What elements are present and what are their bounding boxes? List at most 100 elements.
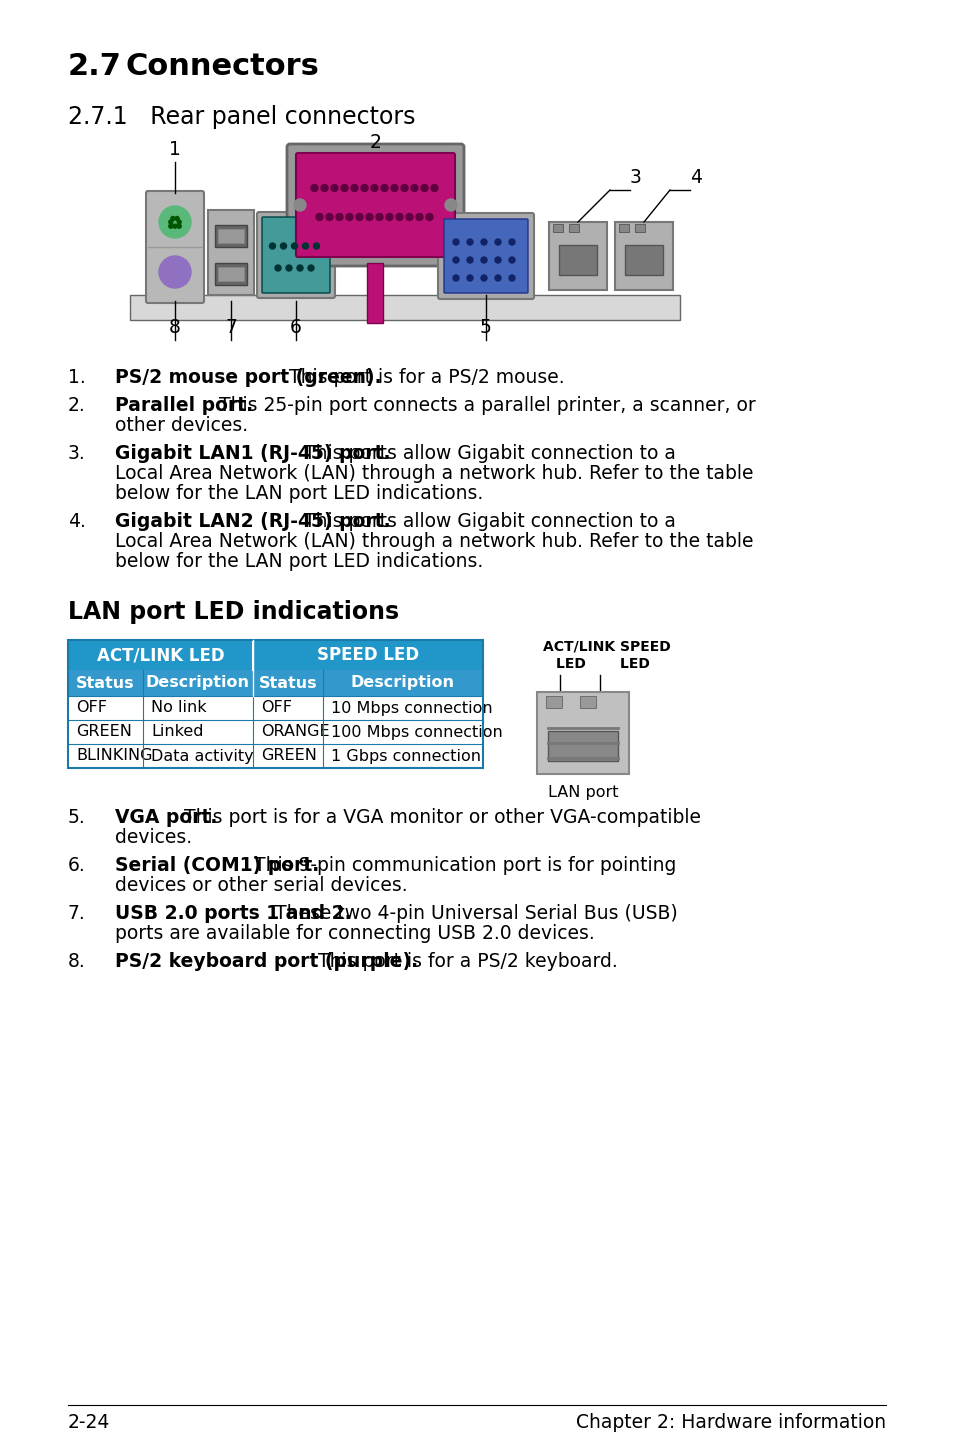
Circle shape (177, 220, 181, 224)
Bar (568, 224, 578, 232)
Text: 4.: 4. (68, 512, 86, 531)
Circle shape (175, 217, 179, 220)
Text: ORANGE: ORANGE (261, 725, 330, 739)
Text: ACT/LINK LED: ACT/LINK LED (96, 646, 224, 664)
Circle shape (177, 224, 181, 229)
Circle shape (355, 213, 363, 220)
Circle shape (495, 239, 500, 244)
Bar (548, 221, 606, 290)
Bar (214, 224, 247, 247)
Text: 6.: 6. (68, 856, 86, 874)
Text: Linked: Linked (151, 725, 203, 739)
FancyBboxPatch shape (295, 152, 455, 257)
Bar (323, 670, 482, 696)
Circle shape (340, 184, 348, 191)
Text: PS/2 mouse port (green).: PS/2 mouse port (green). (115, 368, 381, 387)
Circle shape (411, 184, 417, 191)
FancyBboxPatch shape (262, 217, 330, 293)
Text: ports are available for connecting USB 2.0 devices.: ports are available for connecting USB 2… (115, 925, 594, 943)
Text: PS/2 keyboard port (purple).: PS/2 keyboard port (purple). (115, 952, 417, 971)
Bar (615, 221, 672, 290)
FancyBboxPatch shape (443, 219, 527, 293)
Text: 5: 5 (479, 318, 492, 336)
Circle shape (280, 243, 286, 249)
Circle shape (314, 243, 319, 249)
Text: Serial (COM1) port.: Serial (COM1) port. (115, 856, 319, 874)
Bar (253, 696, 323, 720)
Circle shape (159, 256, 191, 288)
Circle shape (274, 265, 281, 270)
Text: LAN port LED indications: LAN port LED indications (68, 600, 398, 624)
Text: Local Area Network (LAN) through a network hub. Refer to the table: Local Area Network (LAN) through a netwo… (115, 464, 753, 483)
Text: 2.7: 2.7 (68, 52, 122, 81)
Bar (558, 244, 597, 275)
Circle shape (346, 213, 353, 220)
Bar (618, 224, 628, 232)
Text: 3.: 3. (68, 444, 86, 463)
Bar (323, 743, 482, 768)
Circle shape (320, 184, 328, 191)
Circle shape (296, 265, 303, 270)
Circle shape (371, 184, 377, 191)
Text: This 25-pin port connects a parallel printer, a scanner, or: This 25-pin port connects a parallel pri… (213, 395, 755, 416)
Circle shape (360, 184, 368, 191)
Text: 4: 4 (689, 168, 701, 187)
Text: other devices.: other devices. (115, 416, 248, 436)
Text: This port is for a PS/2 mouse.: This port is for a PS/2 mouse. (283, 368, 564, 387)
Text: This port is for a VGA monitor or other VGA-compatible: This port is for a VGA monitor or other … (178, 808, 700, 827)
Text: This ports allow Gigabit connection to a: This ports allow Gigabit connection to a (297, 512, 675, 531)
Circle shape (509, 257, 515, 263)
Circle shape (480, 275, 486, 280)
Text: 1 Gbps connection: 1 Gbps connection (331, 749, 480, 764)
Circle shape (480, 257, 486, 263)
Circle shape (400, 184, 408, 191)
Circle shape (171, 217, 174, 220)
Circle shape (292, 243, 297, 249)
Text: This ports allow Gigabit connection to a: This ports allow Gigabit connection to a (297, 444, 675, 463)
Bar (635, 224, 644, 232)
Text: 2.: 2. (68, 395, 86, 416)
Bar (208, 210, 253, 295)
Text: BLINKING: BLINKING (76, 749, 152, 764)
Bar (143, 670, 253, 696)
Bar (218, 229, 244, 243)
Text: 100 Mbps connection: 100 Mbps connection (331, 725, 502, 739)
Bar (214, 263, 247, 285)
FancyBboxPatch shape (537, 692, 628, 774)
Text: 1: 1 (169, 139, 181, 160)
Circle shape (420, 184, 428, 191)
Circle shape (169, 220, 172, 224)
Circle shape (366, 213, 373, 220)
Circle shape (495, 275, 500, 280)
Circle shape (386, 213, 393, 220)
Text: No link: No link (151, 700, 207, 716)
Bar (545, 696, 561, 707)
Text: Connectors: Connectors (126, 52, 319, 81)
FancyBboxPatch shape (287, 144, 463, 266)
Bar (143, 696, 253, 720)
Text: 2.7.1   Rear panel connectors: 2.7.1 Rear panel connectors (68, 105, 416, 129)
Circle shape (453, 275, 458, 280)
Circle shape (335, 213, 343, 220)
Circle shape (509, 275, 515, 280)
Text: 2: 2 (369, 132, 381, 152)
Circle shape (331, 184, 337, 191)
Text: Gigabit LAN2 (RJ-45) port.: Gigabit LAN2 (RJ-45) port. (115, 512, 390, 531)
Circle shape (294, 198, 306, 211)
Text: devices or other serial devices.: devices or other serial devices. (115, 876, 407, 894)
Text: below for the LAN port LED indications.: below for the LAN port LED indications. (115, 485, 483, 503)
Circle shape (269, 243, 275, 249)
Bar (68, 743, 143, 768)
Bar (624, 244, 662, 275)
Text: GREEN: GREEN (261, 749, 316, 764)
Bar (68, 640, 482, 768)
Circle shape (391, 184, 397, 191)
Circle shape (444, 198, 456, 211)
Text: GREEN: GREEN (76, 725, 132, 739)
Bar (253, 670, 323, 696)
Bar (143, 743, 253, 768)
Circle shape (431, 184, 437, 191)
Circle shape (426, 213, 433, 220)
Text: LAN port: LAN port (547, 785, 618, 800)
Circle shape (308, 265, 314, 270)
